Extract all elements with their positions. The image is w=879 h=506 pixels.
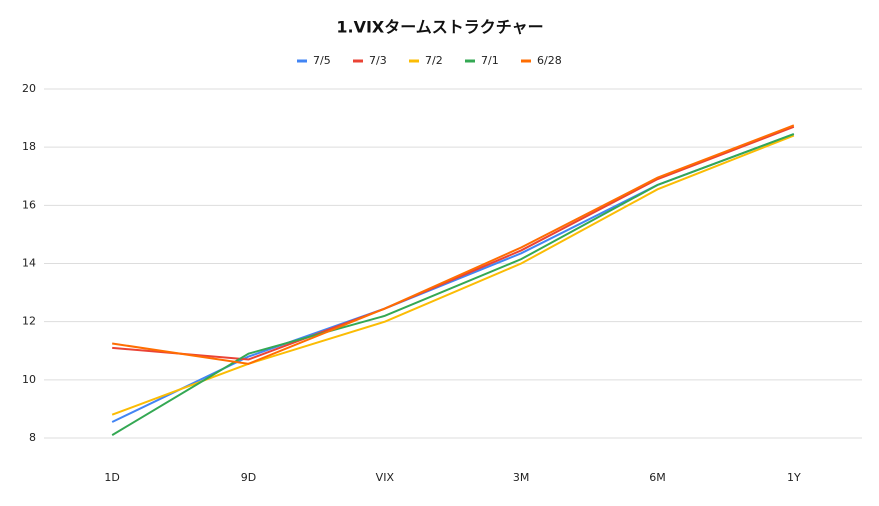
legend-label: 7/2: [425, 54, 443, 67]
legend-item: 7/2: [409, 54, 443, 67]
series-line: [112, 124, 795, 365]
x-tick-label: VIX: [376, 471, 395, 484]
legend-item: 7/3: [353, 54, 387, 67]
series-line: [112, 125, 795, 361]
y-tick-label: 14: [22, 257, 36, 270]
legend-label: 7/5: [313, 54, 331, 67]
x-tick-label: 1Y: [787, 471, 801, 484]
legend-label: 6/28: [537, 54, 562, 67]
x-tick-label: 9D: [241, 471, 256, 484]
y-tick-label: 10: [22, 373, 36, 386]
series-line: [111, 133, 795, 436]
x-tick-label: 1D: [104, 471, 119, 484]
legend-item: 6/28: [521, 54, 562, 67]
series-line: [111, 134, 795, 416]
y-tick-label: 20: [22, 82, 36, 95]
y-tick-label: 18: [22, 140, 36, 153]
y-tick-label: 8: [29, 431, 36, 444]
chart-title: 1.VIXタームストラクチャー: [336, 18, 543, 37]
x-tick-label: 6M: [649, 471, 666, 484]
legend-label: 7/1: [481, 54, 499, 67]
y-tick-label: 16: [22, 198, 36, 211]
legend-label: 7/3: [369, 54, 387, 67]
y-tick-label: 12: [22, 315, 36, 328]
legend-item: 7/1: [465, 54, 499, 67]
legend-item: 7/5: [297, 54, 331, 67]
x-tick-label: 3M: [513, 471, 530, 484]
